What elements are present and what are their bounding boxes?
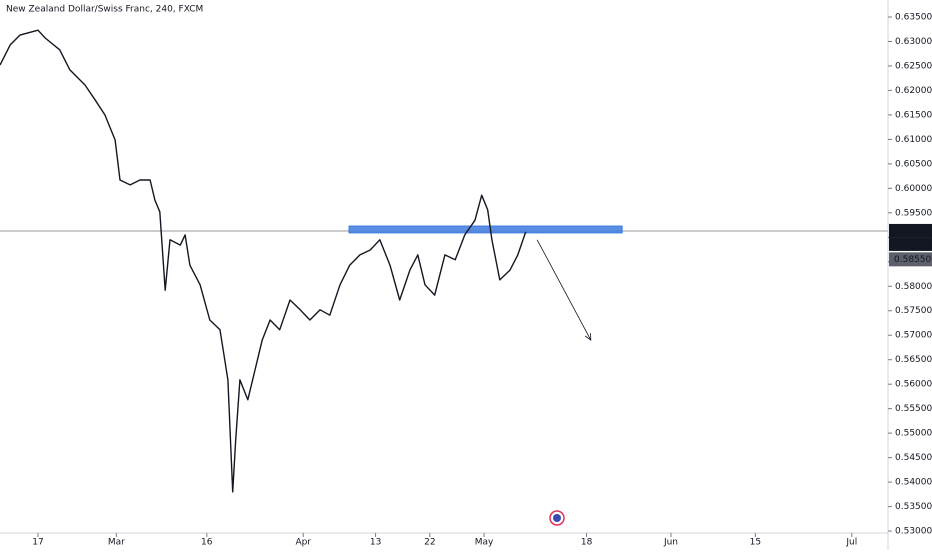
price-line-series — [0, 29, 527, 493]
y-tick-label: 0.58000 — [895, 282, 932, 292]
x-tick-label: 18 — [581, 538, 593, 548]
y-tick-label: 0.63000 — [895, 37, 932, 47]
x-tick-label: 17 — [32, 538, 43, 548]
resistance-zone — [348, 225, 623, 234]
y-tick-label: 0.53000 — [895, 527, 932, 537]
time-axis — [0, 533, 888, 550]
arrow-head — [584, 333, 592, 341]
x-tick-label: 16 — [201, 538, 213, 548]
y-tick-label: 0.61500 — [895, 110, 932, 120]
plot-area — [0, 29, 888, 493]
countdown: 01:21:13 — [893, 240, 932, 250]
x-tick-label: Jun — [663, 538, 678, 548]
y-tick-label: 0.54000 — [895, 478, 932, 488]
x-tick-label: Apr — [295, 538, 311, 548]
second-price-label: 0.58550 — [894, 255, 931, 265]
y-tick-label: 0.56500 — [895, 355, 932, 365]
price-label-box — [889, 223, 932, 238]
countdown-box — [889, 237, 932, 251]
price-label: 0.59130 — [894, 226, 931, 236]
arrow — [536, 239, 592, 341]
y-tick-label: 0.62500 — [895, 61, 932, 71]
y-tick-label: 0.55500 — [895, 404, 932, 414]
y-tick-label: 0.63500 — [895, 12, 932, 22]
x-tick-label: 15 — [750, 538, 761, 548]
x-tick-label: May — [475, 538, 494, 548]
x-tick-label: 13 — [370, 538, 381, 548]
x-tick-label: Jul — [845, 538, 857, 548]
x-tick-label: Mar — [108, 538, 125, 548]
y-tick-label: 0.57500 — [895, 306, 932, 316]
y-tick-label: 0.56000 — [895, 380, 932, 390]
y-tick-label: 0.55000 — [895, 429, 932, 439]
y-tick-label: 0.61000 — [895, 135, 932, 145]
y-tick-label: 0.57000 — [895, 331, 932, 341]
y-tick-label: 0.60000 — [895, 184, 932, 194]
event-icon — [549, 510, 565, 526]
chart-title: New Zealand Dollar/Swiss Franc, 240, FXC… — [6, 5, 203, 15]
y-tick-label: 0.59500 — [895, 208, 932, 218]
second-price-box — [889, 252, 932, 267]
x-tick-label: 22 — [424, 538, 435, 548]
y-tick-label: 0.53500 — [895, 502, 932, 512]
y-tick-label: 0.54500 — [895, 453, 932, 463]
y-tick-label: 0.62000 — [895, 86, 932, 96]
y-tick-label: 0.60500 — [895, 159, 932, 169]
